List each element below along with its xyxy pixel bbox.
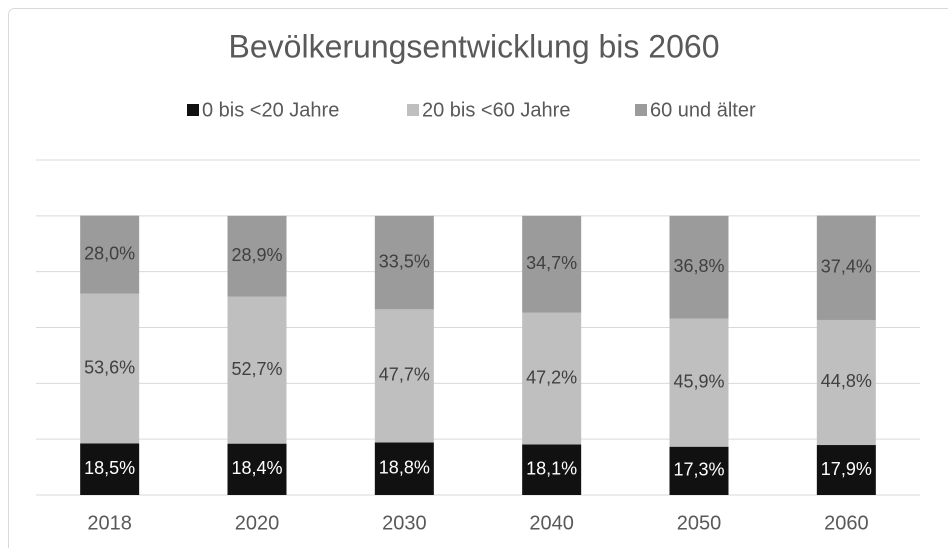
chart-title: Bevölkerungsentwicklung bis 2060 <box>229 28 720 64</box>
legend-swatch <box>635 104 647 116</box>
chart-frame <box>8 8 948 548</box>
bar-segment <box>80 443 140 495</box>
data-label: 18,5% <box>84 458 135 478</box>
bar-segment <box>80 215 140 294</box>
bar-segment <box>522 215 582 313</box>
bar-segment <box>227 215 287 297</box>
x-tick-label: 2018 <box>87 512 132 534</box>
data-label: 17,3% <box>673 460 724 480</box>
data-label: 18,4% <box>231 458 282 478</box>
legend-label: 0 bis <20 Jahre <box>202 99 339 121</box>
data-label: 28,9% <box>231 245 282 265</box>
bar-segment <box>374 309 434 443</box>
data-label: 18,8% <box>379 458 430 478</box>
legend-label: 60 und älter <box>650 99 756 121</box>
bar-segment <box>227 296 287 444</box>
data-label: 52,7% <box>231 359 282 379</box>
x-tick-label: 2040 <box>529 512 574 534</box>
x-tick-label: 2060 <box>824 512 869 534</box>
data-label: 17,9% <box>821 459 872 479</box>
bar-segment <box>669 318 729 447</box>
bar-segment <box>816 215 876 320</box>
data-label: 34,7% <box>526 253 577 273</box>
data-label: 47,2% <box>526 367 577 387</box>
bar-segment <box>374 215 434 310</box>
x-tick-label: 2020 <box>235 512 280 534</box>
data-label: 45,9% <box>673 371 724 391</box>
bar-segment <box>816 445 876 495</box>
data-label: 36,8% <box>673 256 724 276</box>
bar-segment <box>374 442 434 495</box>
x-tick-label: 2050 <box>677 512 722 534</box>
data-label: 44,8% <box>821 371 872 391</box>
legend-label: 20 bis <60 Jahre <box>422 99 570 121</box>
data-label: 53,6% <box>84 357 135 377</box>
data-label: 37,4% <box>821 257 872 277</box>
legend-swatch <box>407 104 419 116</box>
bar-segment <box>669 446 729 495</box>
bar-segment <box>522 312 582 445</box>
legend-swatch <box>187 104 199 116</box>
data-label: 33,5% <box>379 251 430 271</box>
bar-segment <box>816 319 876 446</box>
x-tick-label: 2030 <box>382 512 427 534</box>
data-label: 18,1% <box>526 458 577 478</box>
bar-segment <box>80 293 140 444</box>
bar-segment <box>227 443 287 495</box>
bar-segment <box>522 444 582 495</box>
bar-segment <box>669 215 729 319</box>
data-label: 28,0% <box>84 243 135 263</box>
data-label: 47,7% <box>379 365 430 385</box>
